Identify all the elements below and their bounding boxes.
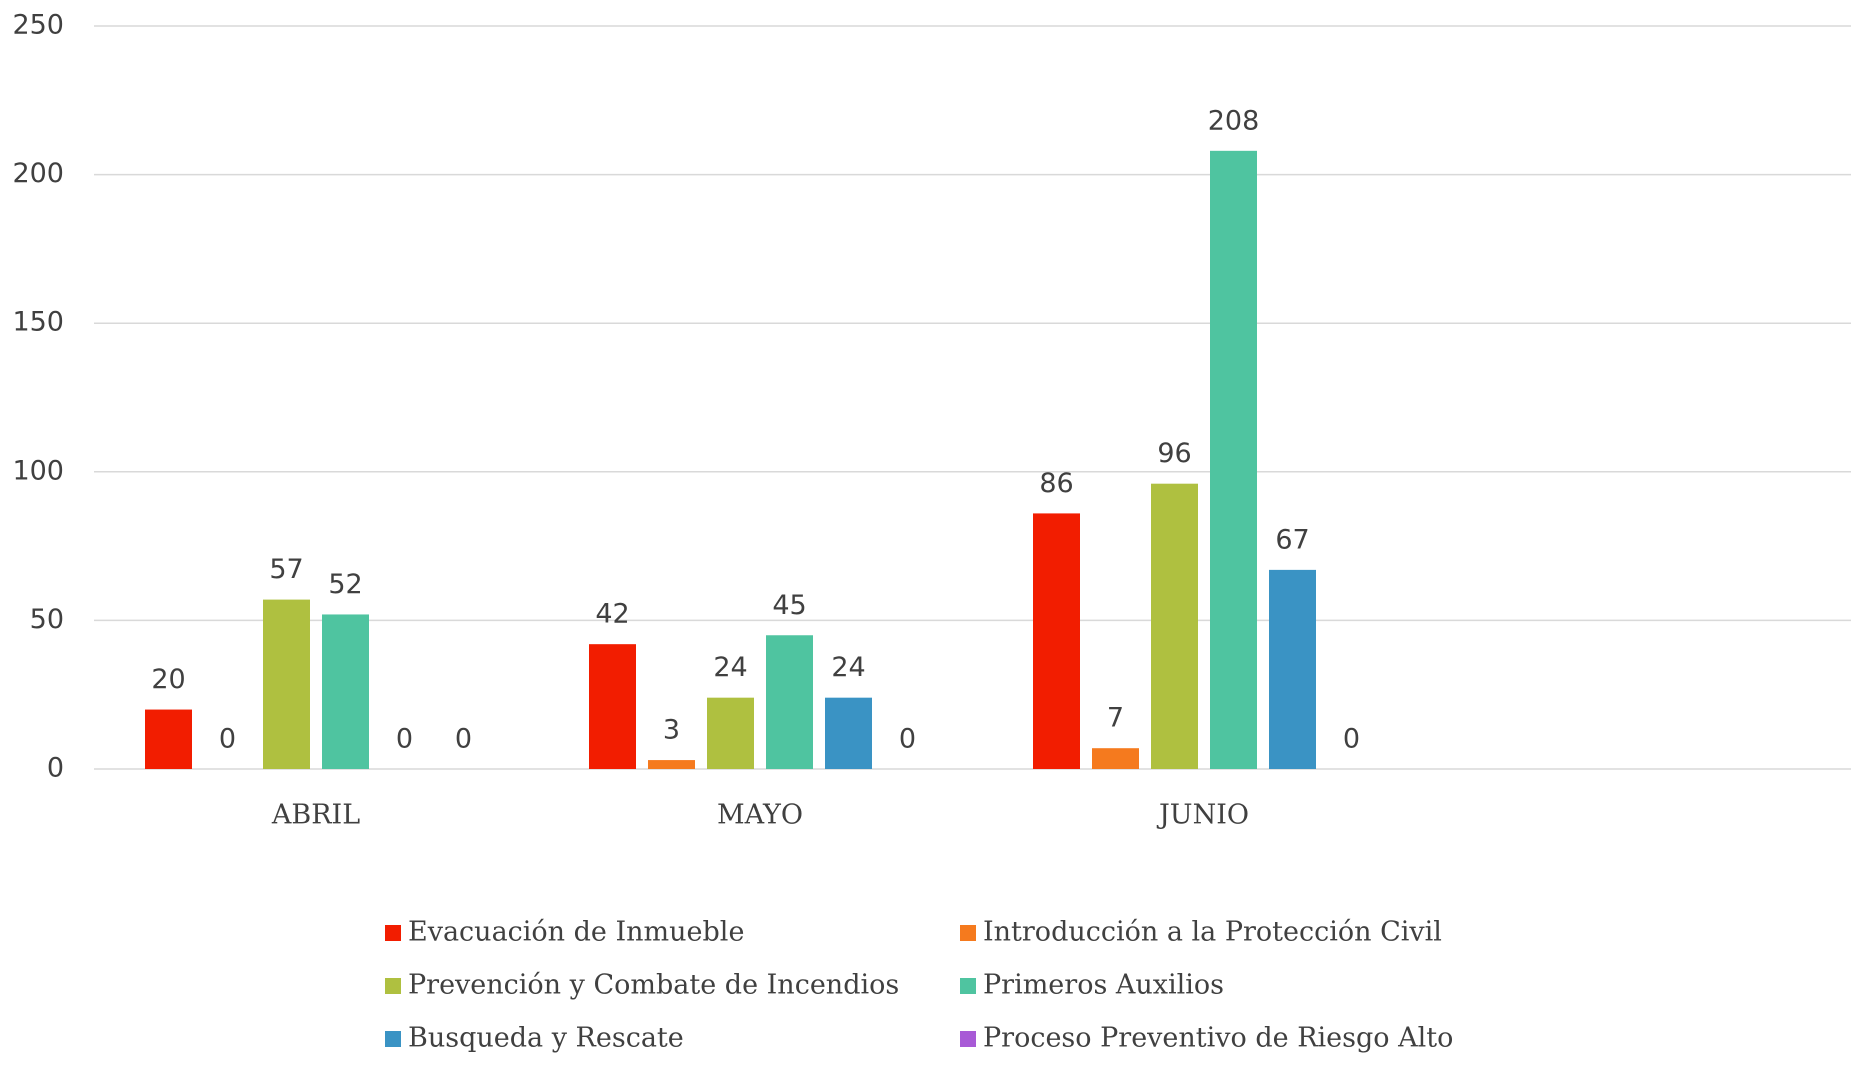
data-label: 24 <box>713 652 747 683</box>
data-label: 0 <box>899 724 916 755</box>
legend-label: Proceso Preventivo de Riesgo Alto <box>983 1023 1453 1054</box>
legend-label: Primeros Auxilios <box>983 970 1224 1001</box>
legend-label: Evacuación de Inmueble <box>408 917 744 948</box>
bar <box>589 644 636 769</box>
data-label: 67 <box>1275 524 1309 555</box>
bar <box>322 614 369 769</box>
y-tick-label: 200 <box>12 158 64 189</box>
y-tick-label: 100 <box>12 455 64 486</box>
legend-label: Busqueda y Rescate <box>408 1023 684 1054</box>
y-tick-label: 50 <box>30 604 64 635</box>
bar <box>1033 513 1080 769</box>
bar <box>825 697 872 769</box>
bar <box>145 709 192 769</box>
data-label: 96 <box>1157 438 1191 469</box>
data-label: 24 <box>831 652 865 683</box>
legend-swatch <box>385 978 401 994</box>
y-tick-label: 150 <box>12 307 64 338</box>
y-tick-label: 0 <box>47 753 64 784</box>
legend-swatch <box>960 925 976 941</box>
data-label: 0 <box>219 724 236 755</box>
x-tick-label: ABRIL <box>271 800 360 831</box>
data-label: 45 <box>772 590 806 621</box>
data-label: 0 <box>396 724 413 755</box>
y-tick-label: 250 <box>12 10 64 41</box>
bar <box>707 697 754 769</box>
data-label: 57 <box>269 554 303 585</box>
bar <box>1092 748 1139 769</box>
legend-swatch <box>960 978 976 994</box>
legend-swatch <box>385 925 401 941</box>
bar <box>1151 483 1198 769</box>
data-label: 208 <box>1208 105 1260 136</box>
data-label: 0 <box>455 724 472 755</box>
bar <box>1269 569 1316 769</box>
data-label: 0 <box>1343 724 1360 755</box>
bar <box>648 760 695 769</box>
data-label: 42 <box>595 599 629 630</box>
legend-swatch <box>960 1031 976 1047</box>
data-label: 52 <box>328 569 362 600</box>
x-tick-label: MAYO <box>717 800 803 831</box>
legend-swatch <box>385 1031 401 1047</box>
bar <box>766 635 813 769</box>
x-tick-label: JUNIO <box>1156 800 1249 831</box>
data-label: 3 <box>663 715 680 746</box>
bar <box>1210 150 1257 770</box>
legend-label: Prevención y Combate de Incendios <box>408 970 899 1001</box>
data-label: 20 <box>151 664 185 695</box>
bar <box>263 599 310 769</box>
data-label: 86 <box>1039 468 1073 499</box>
legend-label: Introducción a la Protección Civil <box>983 917 1442 948</box>
data-label: 7 <box>1107 703 1124 734</box>
